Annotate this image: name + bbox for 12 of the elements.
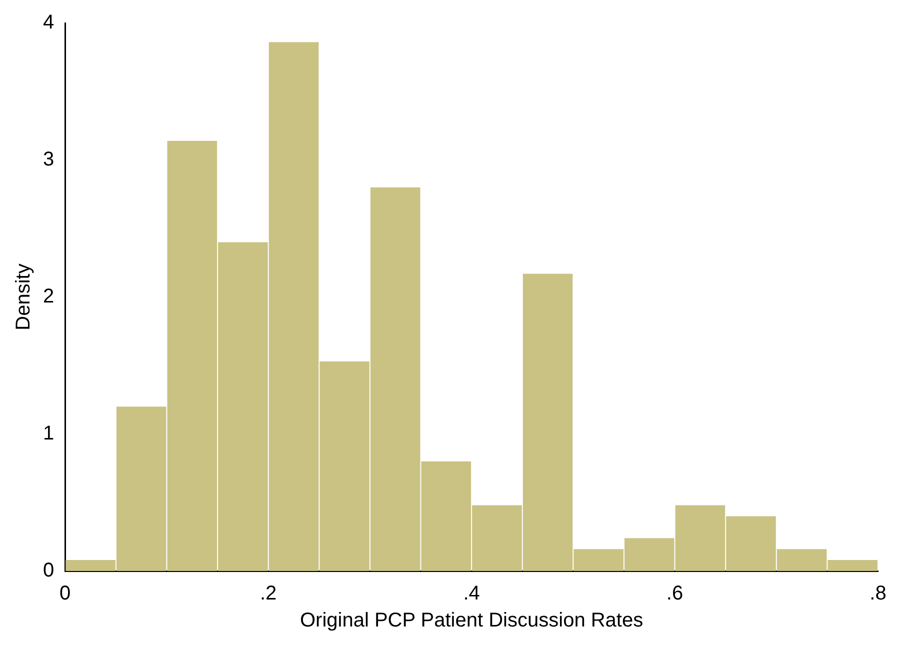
y-tick-label: 0 [43, 560, 54, 582]
y-tick-label: 4 [43, 12, 54, 34]
x-tick-label: .4 [463, 582, 480, 605]
x-tick-label: .6 [666, 582, 684, 605]
x-axis-title: Original PCP Patient Discussion Rates [300, 610, 644, 632]
y-tick-label: 1 [43, 422, 54, 445]
y-tick-label: 2 [43, 286, 54, 308]
y-tick-label: 3 [43, 148, 54, 171]
x-tick-label: 0 [60, 582, 71, 605]
x-tick-label: .8 [870, 582, 886, 605]
x-tick-label: .2 [260, 582, 277, 605]
y-axis-title: Density [12, 264, 35, 330]
